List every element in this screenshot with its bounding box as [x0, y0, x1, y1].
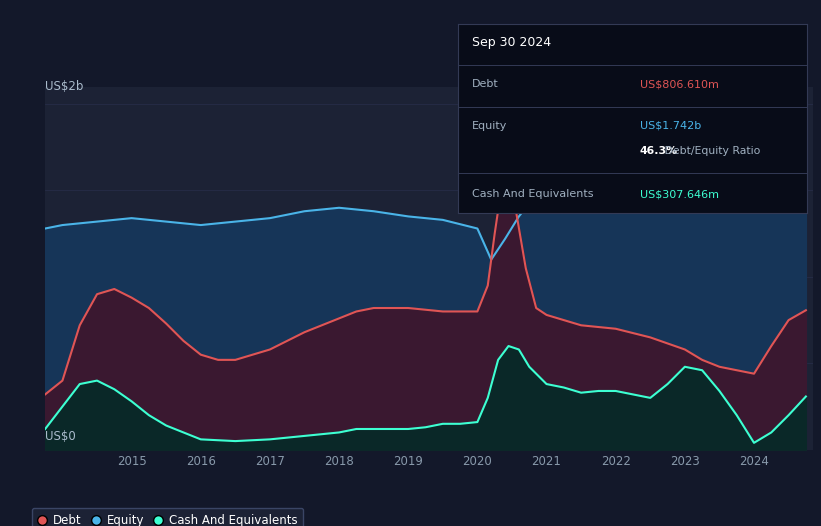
Text: US$0: US$0	[45, 430, 76, 443]
Legend: Debt, Equity, Cash And Equivalents: Debt, Equity, Cash And Equivalents	[32, 508, 303, 526]
Text: Cash And Equivalents: Cash And Equivalents	[472, 189, 594, 199]
Text: US$307.646m: US$307.646m	[640, 189, 718, 199]
Text: Equity: Equity	[472, 121, 507, 131]
Text: US$2b: US$2b	[45, 80, 84, 93]
Text: US$806.610m: US$806.610m	[640, 79, 718, 89]
Text: 46.3%: 46.3%	[640, 146, 677, 156]
Text: Sep 30 2024: Sep 30 2024	[472, 36, 551, 49]
Text: US$1.742b: US$1.742b	[640, 121, 701, 131]
Text: Debt/Equity Ratio: Debt/Equity Ratio	[640, 146, 760, 156]
Text: Debt: Debt	[472, 79, 499, 89]
